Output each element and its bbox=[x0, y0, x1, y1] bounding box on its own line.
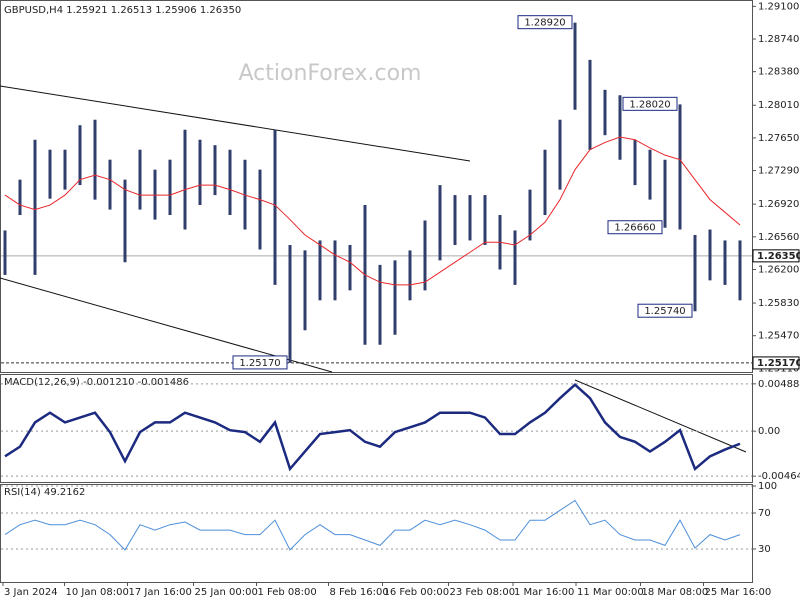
annotation-box bbox=[607, 220, 663, 235]
trendline bbox=[0, 85, 471, 162]
last-price-label: 1.26350 bbox=[757, 251, 800, 262]
annotation-box bbox=[622, 96, 678, 111]
y-tick-label: -0.004645 bbox=[758, 471, 800, 482]
x-tick-label: 8 Feb 16:00 bbox=[330, 587, 389, 598]
rsi-panel bbox=[0, 484, 753, 583]
y-tick-label: 1.29100 bbox=[758, 1, 799, 12]
y-tick-label: 1.28740 bbox=[758, 34, 799, 45]
y-tick-label: 100 bbox=[758, 481, 777, 492]
chart-title: GBPUSD,H4 1.25921 1.26513 1.25906 1.2635… bbox=[4, 5, 241, 16]
y-tick-label: 1.26920 bbox=[758, 199, 799, 210]
x-tick-label: 23 Feb 08:00 bbox=[450, 587, 516, 598]
annotation-label: 1.28020 bbox=[629, 99, 670, 110]
rsi-title: RSI(14) 49.2162 bbox=[4, 487, 85, 498]
y-tick-label: 1.28380 bbox=[758, 67, 799, 78]
y-tick-label: 1.26200 bbox=[758, 264, 799, 275]
x-tick-label: 25 Mar 16:00 bbox=[705, 587, 772, 598]
last-price-box bbox=[752, 249, 800, 263]
ma-line bbox=[4, 136, 741, 286]
x-tick-label: 16 Feb 00:00 bbox=[384, 587, 450, 598]
watermark: ActionForex.com bbox=[239, 61, 422, 86]
values-line bbox=[4, 382, 741, 472]
macd-panel bbox=[0, 374, 753, 483]
annotation-label: 1.26660 bbox=[614, 223, 655, 234]
annotation-box bbox=[637, 303, 693, 318]
x-tick-label: 11 Mar 00:00 bbox=[577, 587, 644, 598]
x-tick-label: 3 Jan 2024 bbox=[4, 587, 58, 598]
values-line bbox=[4, 499, 741, 551]
trendline bbox=[574, 379, 747, 453]
level-label: 1.25170 bbox=[757, 358, 800, 369]
macd-title: MACD(12,26,9) -0.001210 -0.001486 bbox=[4, 377, 189, 388]
y-tick-label: 1.25830 bbox=[758, 298, 799, 309]
annotation-box bbox=[232, 355, 288, 370]
y-tick-label: 1.25470 bbox=[758, 331, 799, 342]
x-tick-label: 10 Jan 08:00 bbox=[66, 587, 129, 598]
level-box bbox=[752, 356, 800, 370]
y-tick-label: 1.27290 bbox=[758, 166, 799, 177]
x-tick-label: 1 Feb 08:00 bbox=[258, 587, 317, 598]
y-tick-label: 1.28010 bbox=[758, 100, 799, 111]
x-tick-label: 1 Mar 16:00 bbox=[514, 587, 574, 598]
y-tick-label: 1.26560 bbox=[758, 232, 799, 243]
x-tick-label: 18 Mar 08:00 bbox=[642, 587, 709, 598]
y-tick-label: 1.27650 bbox=[758, 133, 799, 144]
x-tick-label: 25 Jan 00:00 bbox=[195, 587, 258, 598]
annotation-label: 1.28920 bbox=[524, 18, 565, 29]
y-tick-label: 70 bbox=[758, 508, 771, 519]
annotation-box bbox=[517, 15, 573, 30]
x-tick-label: 17 Jan 16:00 bbox=[129, 587, 192, 598]
annotation-label: 1.25740 bbox=[644, 306, 685, 317]
y-tick-label: 30 bbox=[758, 544, 771, 555]
y-tick-label: 0.004884 bbox=[758, 379, 800, 390]
annotation-label: 1.25170 bbox=[239, 358, 280, 369]
y-tick-label: 0.00 bbox=[758, 426, 780, 437]
